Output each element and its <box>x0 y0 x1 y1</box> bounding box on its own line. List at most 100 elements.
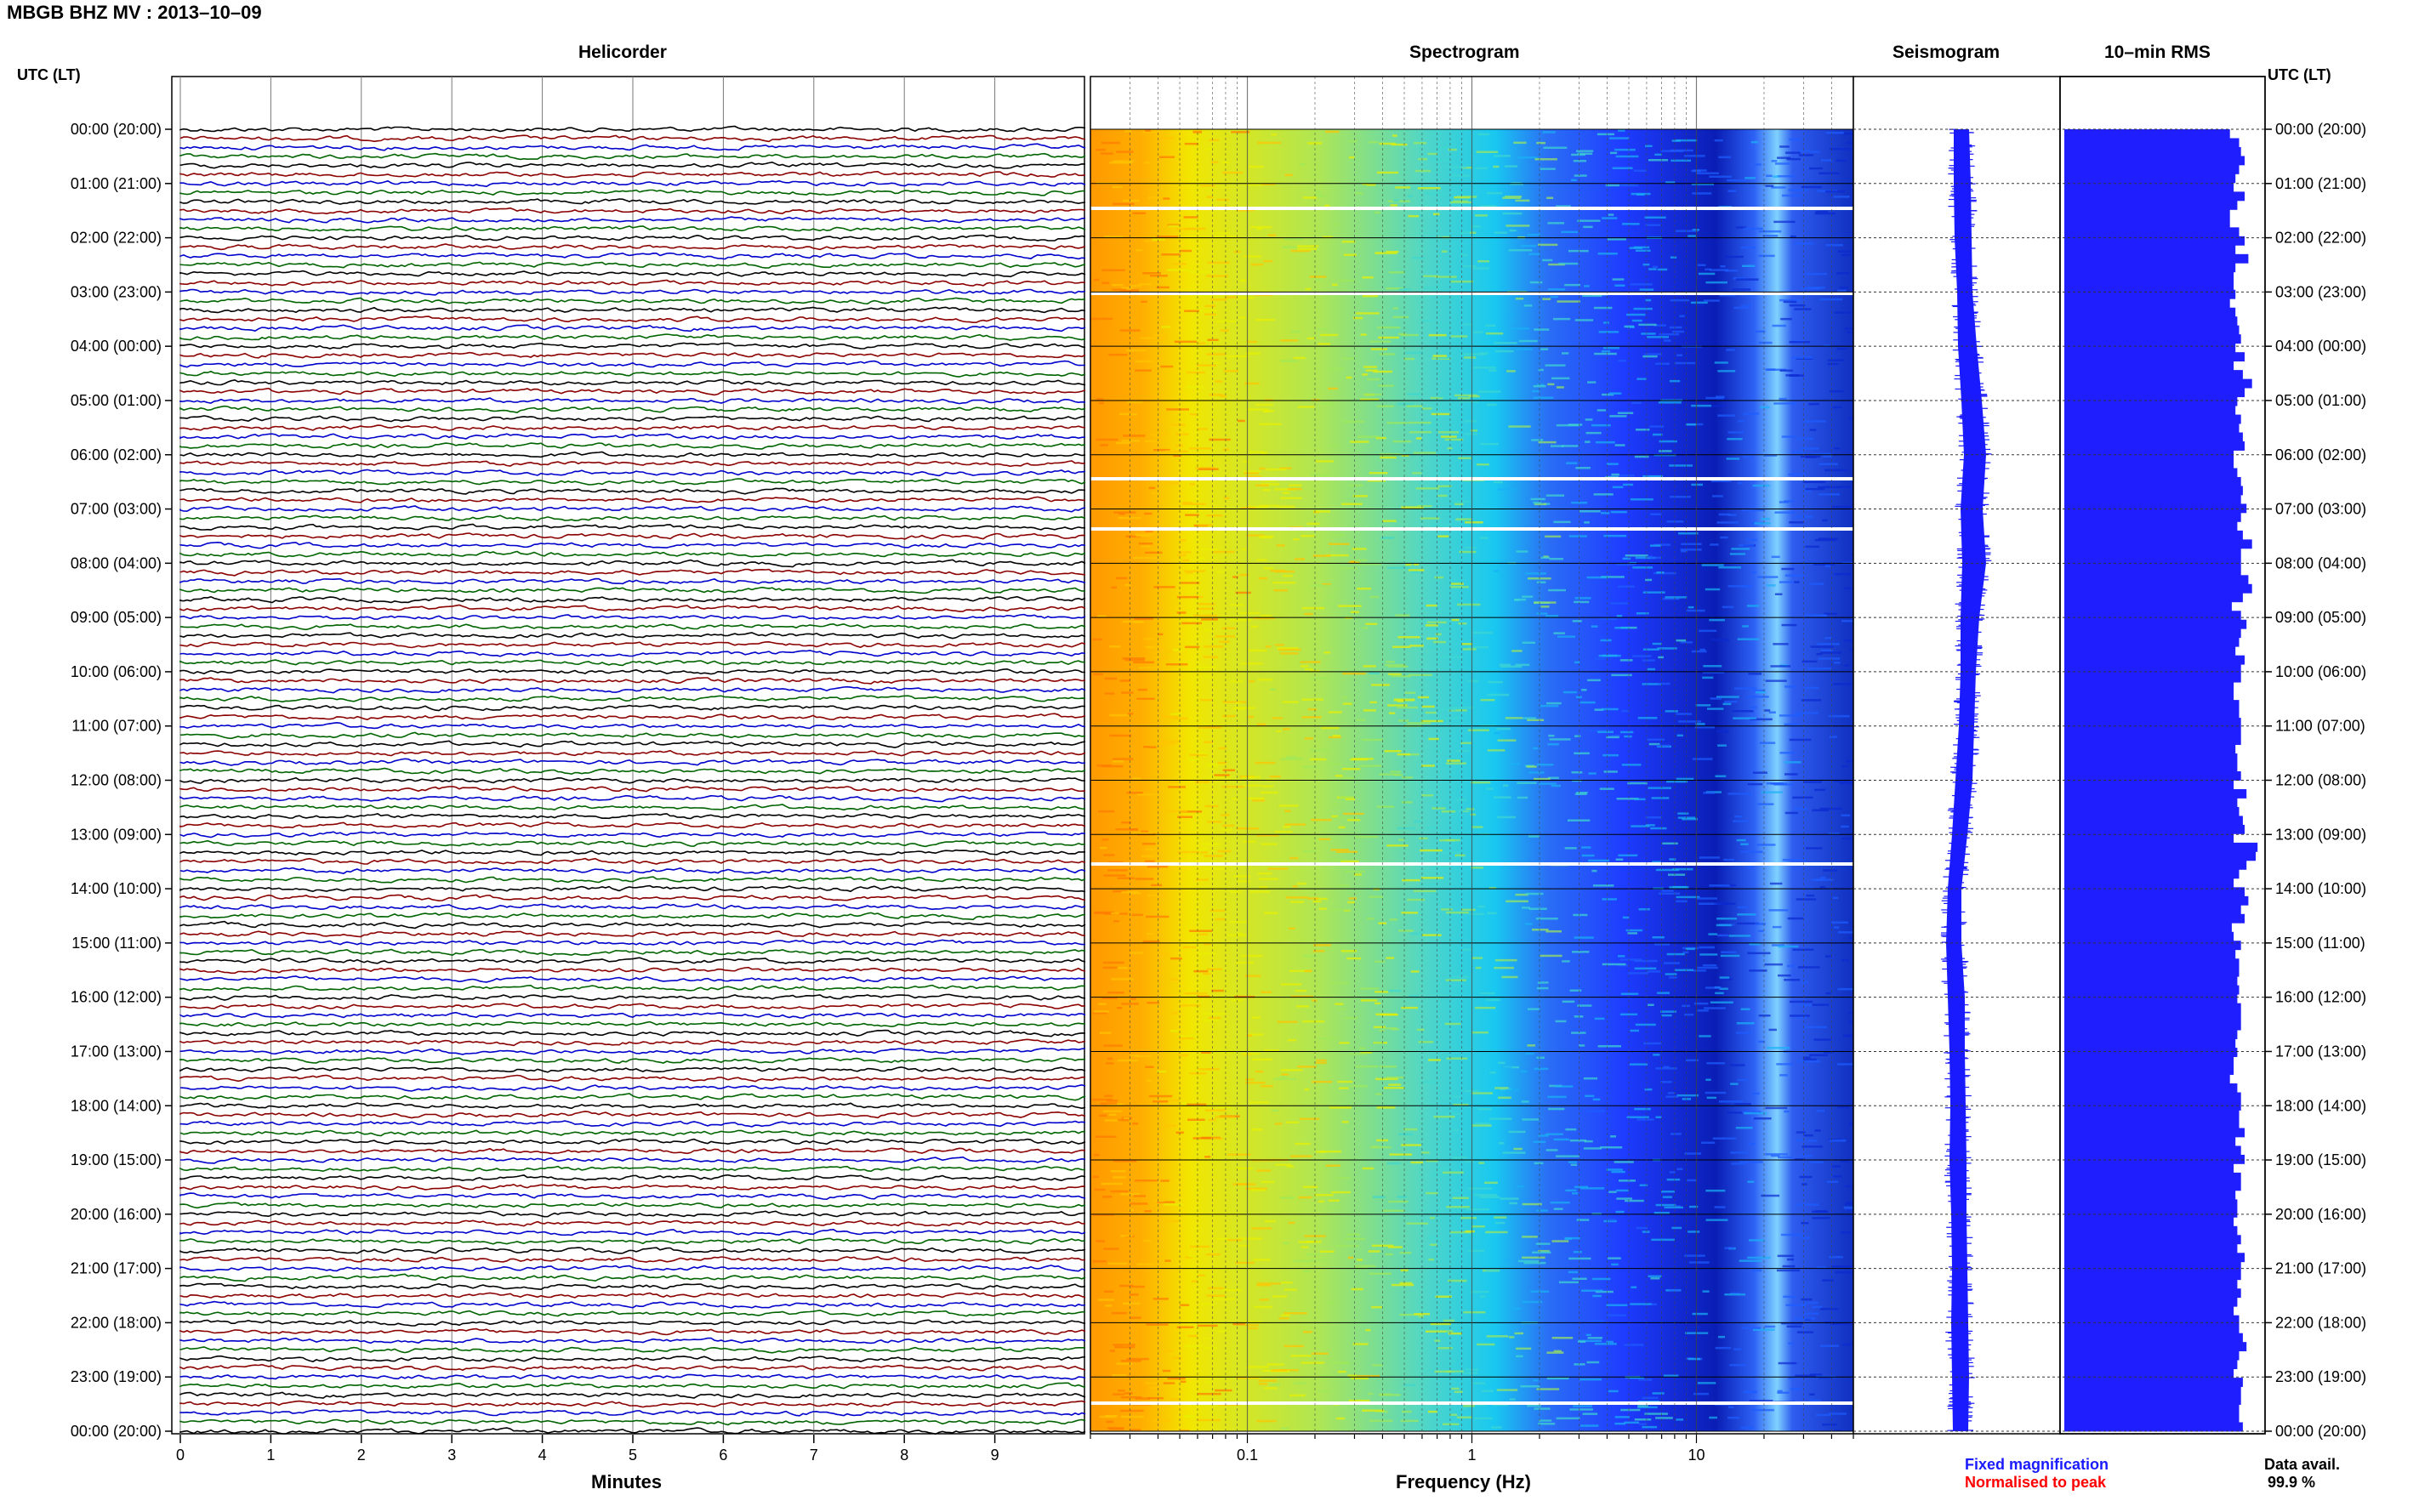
spectrogram-speckle <box>1315 279 1323 281</box>
spectrogram-speckle <box>1445 979 1466 981</box>
spectrogram-speckle <box>1573 160 1586 162</box>
spectrogram-speckle <box>1360 999 1378 1002</box>
rms-bar <box>2064 1253 2245 1263</box>
spectrogram-speckle <box>1635 249 1651 252</box>
spectrogram-speckle <box>1636 1118 1654 1121</box>
spectrogram-speckle <box>1306 1253 1320 1256</box>
rms-bar <box>2064 476 2241 486</box>
spectrogram-speckle <box>1302 850 1316 853</box>
spectrogram-speckle <box>1575 467 1591 469</box>
helicorder-trace <box>179 170 1086 179</box>
spectrogram-speckle <box>1824 469 1848 472</box>
spectrogram-speckle <box>1277 647 1299 650</box>
spectrogram-speckle <box>1485 998 1500 1002</box>
spectrogram-speckle <box>1348 1053 1367 1055</box>
spectrogram-speckle <box>1542 131 1556 134</box>
spectrogram-speckle <box>1316 195 1329 198</box>
spectrogram-speckle <box>1801 1222 1809 1225</box>
spectrogram-speckle <box>1197 428 1208 430</box>
spectrogram-speckle <box>1471 957 1483 959</box>
spectrogram-speckle <box>1743 227 1763 230</box>
spectrogram-speckle <box>1461 643 1473 645</box>
spectrogram-speckle <box>1235 1167 1253 1170</box>
spectrogram-speckle <box>1153 1100 1169 1103</box>
spectrogram-speckle <box>1657 682 1671 685</box>
spectrogram-speckle <box>1827 359 1845 361</box>
helicorder-trace <box>179 849 1086 856</box>
spectrogram-speckle <box>1102 1110 1123 1112</box>
spectrogram-speckle <box>1259 504 1278 508</box>
spectrogram-speckle <box>1576 150 1594 152</box>
spectrogram-speckle <box>1250 1189 1266 1191</box>
spectrogram-speckle <box>1480 442 1499 446</box>
rms-bar <box>2064 976 2238 986</box>
spectrogram-speckle <box>1502 212 1523 215</box>
right-hour-label: 18:00 (14:00) <box>2275 1097 2366 1114</box>
spectrogram-speckle <box>1450 335 1468 338</box>
spectrogram-speckle <box>1819 1308 1839 1310</box>
spectrogram-speckle <box>1769 882 1783 885</box>
spectrogram-speckle <box>1176 1326 1194 1328</box>
spectrogram-speckle <box>1354 1265 1376 1267</box>
spectrogram-speckle <box>1351 1287 1363 1291</box>
spectrogram-speckle <box>1635 556 1656 560</box>
spectrogram-speckle <box>1771 1154 1780 1157</box>
spectrogram-speckle <box>1451 618 1460 622</box>
spectrogram-speckle <box>1727 431 1745 434</box>
spectrogram-speckle <box>1217 1330 1225 1333</box>
spectrogram-speckle <box>1112 185 1123 189</box>
spectrogram-speckle <box>1820 649 1833 652</box>
spectrogram-speckle <box>1725 270 1739 272</box>
spectrogram-speckle <box>1617 955 1625 958</box>
spectrogram-speckle <box>1583 1147 1602 1150</box>
spectrogram-speckle <box>1740 304 1751 308</box>
spectrogram-speckle <box>1586 1361 1600 1364</box>
spectrogram-speckle <box>1129 1293 1139 1296</box>
spectrogram-speckle <box>1707 405 1727 407</box>
spectrogram-speckle <box>1733 820 1748 822</box>
spectrogram-speckle <box>1425 678 1439 680</box>
spectrogram-speckle <box>1277 1020 1298 1023</box>
spectrogram-speckle <box>1274 488 1297 491</box>
spectrogram-speckle <box>1297 247 1318 251</box>
spectrogram-speckle <box>1680 549 1702 551</box>
spectrogram-speckle <box>1189 447 1212 450</box>
spectrogram-speckle <box>1553 317 1571 321</box>
spectrogram-speckle <box>1676 1094 1699 1097</box>
spectrogram-speckle <box>1192 131 1202 134</box>
spectrogram-speckle <box>1635 1023 1656 1026</box>
spectrogram-speckle <box>1290 249 1311 253</box>
spectrogram-speckle <box>1147 865 1169 868</box>
spectrogram-speckle <box>1120 1415 1144 1418</box>
spectrogram-speckle <box>1158 740 1181 742</box>
spectrogram-speckle <box>1768 1028 1777 1032</box>
spectrogram-speckle <box>1740 1426 1754 1429</box>
spectrogram-speckle <box>1661 1014 1672 1017</box>
spectrogram-speckle <box>1614 148 1636 151</box>
rms-bar <box>2064 628 2241 639</box>
spectrogram-speckle <box>1368 1250 1380 1253</box>
spectrogram-speckle <box>1306 522 1320 526</box>
spectrogram-speckle <box>1533 501 1542 504</box>
spectrogram-speckle <box>1618 854 1638 857</box>
spectrogram-speckle <box>1828 714 1850 718</box>
spectrogram-speckle <box>1261 452 1268 454</box>
spectrogram-speckle <box>1719 294 1736 297</box>
spectrogram-speckle <box>1318 1390 1332 1393</box>
spectrogram-speckle <box>1571 179 1577 182</box>
spectrogram-speckle <box>1646 555 1653 558</box>
spectrogram-speckle <box>1773 175 1779 178</box>
spectrogram-speckle <box>1185 227 1206 230</box>
spectrogram-speckle <box>1259 467 1266 470</box>
spectrogram-speckle <box>1335 1176 1351 1179</box>
spectrogram-speckle <box>1693 969 1706 972</box>
spectrogram-speckle <box>1426 637 1438 640</box>
spectrogram-speckle <box>1312 1352 1329 1355</box>
spectrogram-speckle <box>1742 625 1749 628</box>
spectrogram-speckle <box>1124 658 1145 662</box>
spectrogram-speckle <box>1586 576 1608 579</box>
spectrogram-speckle <box>1105 1305 1113 1307</box>
spectrogram-speckle <box>1746 696 1769 698</box>
spectrogram-speckle <box>1250 225 1272 229</box>
spectrogram-speckle <box>1761 791 1783 793</box>
